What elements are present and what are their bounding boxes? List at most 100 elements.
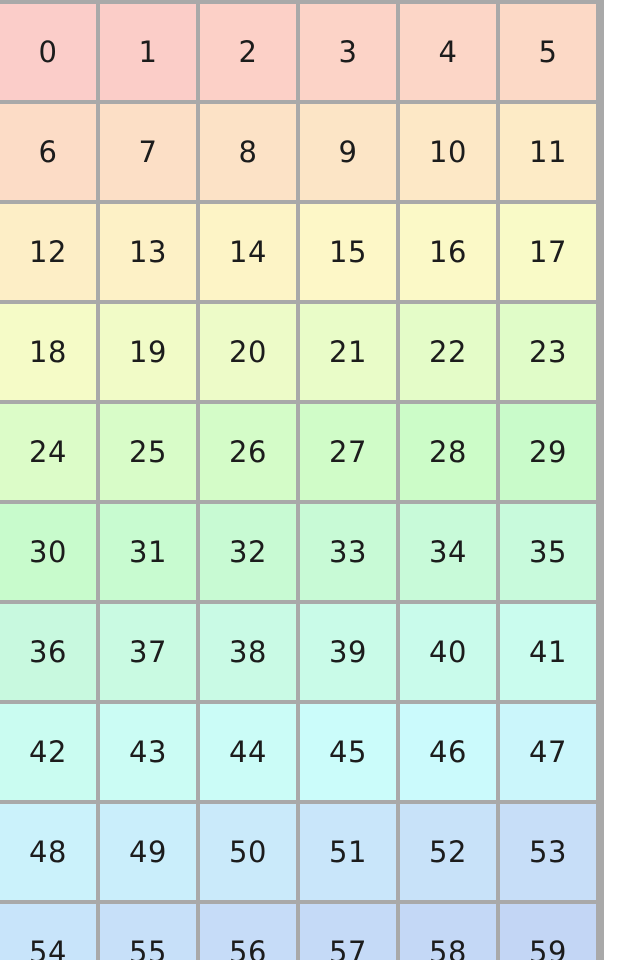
grid-cell-24[interactable]: 24 (0, 404, 96, 500)
grid-cell-16[interactable]: 16 (400, 204, 496, 300)
grid-cell-20[interactable]: 20 (200, 304, 296, 400)
grid-cell-28[interactable]: 28 (400, 404, 496, 500)
grid-cell-label: 51 (329, 834, 367, 869)
grid-cell-4[interactable]: 4 (400, 4, 496, 100)
grid-cell-1[interactable]: 1 (100, 4, 196, 100)
grid-cell-32[interactable]: 32 (200, 504, 296, 600)
grid-cell-37[interactable]: 37 (100, 604, 196, 700)
grid-cell-label: 48 (29, 834, 67, 869)
grid-cell-11[interactable]: 11 (500, 104, 596, 200)
grid-cell-label: 49 (129, 834, 167, 869)
grid-cell-35[interactable]: 35 (500, 504, 596, 600)
grid-cell-label: 31 (129, 534, 167, 569)
grid-cell-46[interactable]: 46 (400, 704, 496, 800)
grid-cell-53[interactable]: 53 (500, 804, 596, 900)
grid-cell-label: 42 (29, 734, 67, 769)
grid-cell-23[interactable]: 23 (500, 304, 596, 400)
grid-cell-9[interactable]: 9 (300, 104, 396, 200)
grid-cell-label: 19 (129, 334, 167, 369)
grid-cell-label: 2 (238, 34, 258, 69)
grid-cell-label: 18 (29, 334, 67, 369)
grid-cell-30[interactable]: 30 (0, 504, 96, 600)
grid-cell-42[interactable]: 42 (0, 704, 96, 800)
grid-cell-13[interactable]: 13 (100, 204, 196, 300)
grid-cell-label: 38 (229, 634, 267, 669)
grid-cell-34[interactable]: 34 (400, 504, 496, 600)
grid-cell-7[interactable]: 7 (100, 104, 196, 200)
grid-cell-label: 25 (129, 434, 167, 469)
grid-cell-label: 5 (538, 34, 558, 69)
grid-cell-label: 17 (529, 234, 567, 269)
grid-cell-label: 45 (329, 734, 367, 769)
grid-cell-56[interactable]: 56 (200, 904, 296, 960)
grid-cell-26[interactable]: 26 (200, 404, 296, 500)
grid-cell-27[interactable]: 27 (300, 404, 396, 500)
grid-cell-label: 20 (229, 334, 267, 369)
grid-cell-label: 23 (529, 334, 567, 369)
grid-cell-label: 58 (429, 934, 467, 960)
grid-cell-6[interactable]: 6 (0, 104, 96, 200)
grid-cell-22[interactable]: 22 (400, 304, 496, 400)
grid-cell-label: 13 (129, 234, 167, 269)
grid-cell-39[interactable]: 39 (300, 604, 396, 700)
grid-cell-label: 16 (429, 234, 467, 269)
grid-cell-label: 37 (129, 634, 167, 669)
grid-cell-5[interactable]: 5 (500, 4, 596, 100)
grid-cell-17[interactable]: 17 (500, 204, 596, 300)
grid-cell-29[interactable]: 29 (500, 404, 596, 500)
grid-cell-label: 24 (29, 434, 67, 469)
grid-cell-43[interactable]: 43 (100, 704, 196, 800)
grid-cell-3[interactable]: 3 (300, 4, 396, 100)
grid-cell-54[interactable]: 54 (0, 904, 96, 960)
grid-cell-58[interactable]: 58 (400, 904, 496, 960)
grid-cell-49[interactable]: 49 (100, 804, 196, 900)
grid-cell-label: 15 (329, 234, 367, 269)
grid-cell-label: 50 (229, 834, 267, 869)
grid-cell-48[interactable]: 48 (0, 804, 96, 900)
grid-cell-33[interactable]: 33 (300, 504, 396, 600)
grid-cell-label: 10 (429, 134, 467, 169)
grid-cell-label: 32 (229, 534, 267, 569)
grid-cell-label: 1 (138, 34, 158, 69)
grid-cell-label: 39 (329, 634, 367, 669)
grid-cell-21[interactable]: 21 (300, 304, 396, 400)
grid-cell-label: 11 (529, 134, 567, 169)
grid-cell-8[interactable]: 8 (200, 104, 296, 200)
grid-cell-label: 40 (429, 634, 467, 669)
grid-cell-25[interactable]: 25 (100, 404, 196, 500)
grid-cell-18[interactable]: 18 (0, 304, 96, 400)
grid-cell-14[interactable]: 14 (200, 204, 296, 300)
grid-cell-label: 35 (529, 534, 567, 569)
grid-cell-40[interactable]: 40 (400, 604, 496, 700)
grid-cell-52[interactable]: 52 (400, 804, 496, 900)
grid-cell-59[interactable]: 59 (500, 904, 596, 960)
grid-cell-label: 22 (429, 334, 467, 369)
grid-cell-label: 34 (429, 534, 467, 569)
grid-cell-label: 8 (238, 134, 258, 169)
grid-cell-36[interactable]: 36 (0, 604, 96, 700)
grid-cell-15[interactable]: 15 (300, 204, 396, 300)
grid-cell-label: 59 (529, 934, 567, 960)
grid-cell-44[interactable]: 44 (200, 704, 296, 800)
grid-cell-label: 36 (29, 634, 67, 669)
grid-cell-2[interactable]: 2 (200, 4, 296, 100)
grid-cell-50[interactable]: 50 (200, 804, 296, 900)
grid-cell-label: 52 (429, 834, 467, 869)
grid-cell-10[interactable]: 10 (400, 104, 496, 200)
grid-cell-47[interactable]: 47 (500, 704, 596, 800)
grid-cell-41[interactable]: 41 (500, 604, 596, 700)
grid-cell-label: 44 (229, 734, 267, 769)
grid-cell-0[interactable]: 0 (0, 4, 96, 100)
grid-cell-label: 21 (329, 334, 367, 369)
grid-cell-label: 47 (529, 734, 567, 769)
grid-cell-label: 46 (429, 734, 467, 769)
grid-cell-55[interactable]: 55 (100, 904, 196, 960)
grid-cell-12[interactable]: 12 (0, 204, 96, 300)
grid-cell-label: 43 (129, 734, 167, 769)
grid-cell-45[interactable]: 45 (300, 704, 396, 800)
grid-cell-19[interactable]: 19 (100, 304, 196, 400)
grid-cell-51[interactable]: 51 (300, 804, 396, 900)
grid-cell-38[interactable]: 38 (200, 604, 296, 700)
grid-cell-31[interactable]: 31 (100, 504, 196, 600)
grid-cell-57[interactable]: 57 (300, 904, 396, 960)
